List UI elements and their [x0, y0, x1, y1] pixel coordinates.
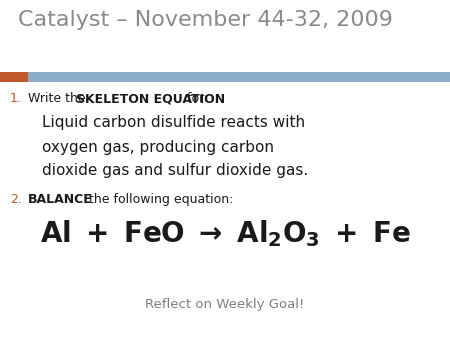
Text: the following equation:: the following equation:	[85, 193, 234, 206]
Text: $\mathbf{Al\ +\ FeO\ \rightarrow\ Al_2O_3\ +\ Fe}$: $\mathbf{Al\ +\ FeO\ \rightarrow\ Al_2O_…	[40, 218, 410, 249]
Text: Liquid carbon disulfide reacts with: Liquid carbon disulfide reacts with	[42, 115, 305, 130]
Text: BALANCE: BALANCE	[28, 193, 93, 206]
Text: SKELETON EQUATION: SKELETON EQUATION	[76, 92, 225, 105]
Text: for:: for:	[183, 92, 208, 105]
Text: 1.: 1.	[10, 92, 22, 105]
Text: 2.: 2.	[10, 193, 22, 206]
Text: Write the: Write the	[28, 92, 90, 105]
Bar	[0, 72, 28, 82]
Text: oxygen gas, producing carbon: oxygen gas, producing carbon	[42, 140, 274, 155]
Text: dioxide gas and sulfur dioxide gas.: dioxide gas and sulfur dioxide gas.	[42, 163, 308, 178]
Text: Reflect on Weekly Goal!: Reflect on Weekly Goal!	[145, 298, 305, 311]
Text: Catalyst – November 44-32, 2009: Catalyst – November 44-32, 2009	[18, 10, 393, 30]
